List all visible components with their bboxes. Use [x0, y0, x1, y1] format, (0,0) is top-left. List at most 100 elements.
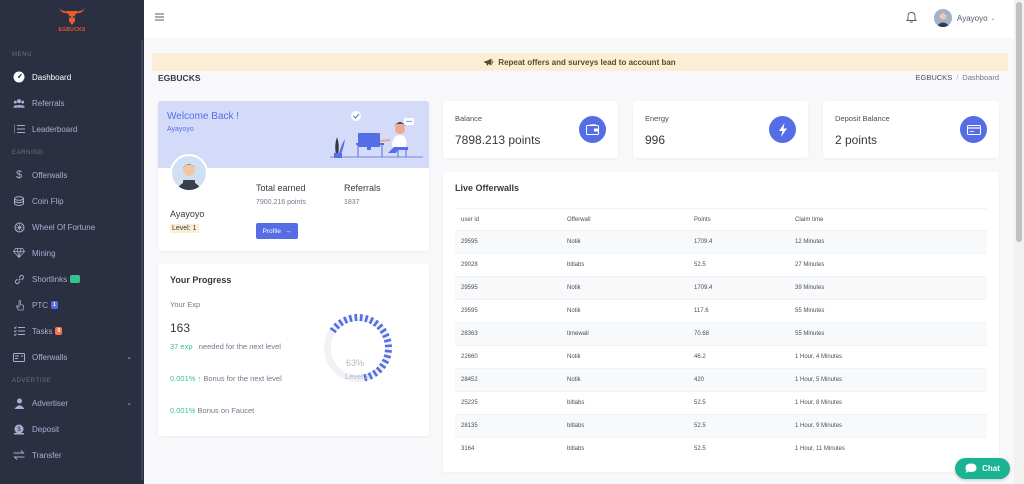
gauge-segment	[364, 314, 369, 323]
brand-logo[interactable]: EGBUCKS	[0, 0, 144, 38]
card-icon	[13, 351, 25, 363]
arrow-right-icon: →	[284, 227, 292, 235]
sidebar-item-dashboard[interactable]: Dashboard	[0, 64, 144, 90]
chat-label: Chat	[982, 464, 1000, 473]
users-icon	[13, 97, 25, 109]
offerwalls-table: user id Offerwall Points Claim time 2959…	[455, 208, 987, 460]
sidebar-item-offerwalls-dropdown[interactable]: Offerwalls ⌄	[0, 344, 144, 370]
cell-points: 117.6	[694, 308, 709, 314]
profile-button-label: Profile	[262, 227, 281, 235]
user-menu[interactable]: Ayayoyo ⌄	[934, 9, 996, 27]
page-scrollbar[interactable]	[1014, 0, 1024, 484]
bonus-faucet-label: Bonus on Faucet	[197, 406, 255, 415]
chevron-down-icon: ⌄	[990, 15, 996, 22]
cell-offerwall: Notik	[567, 377, 581, 383]
wallet-icon	[579, 116, 606, 143]
sidebar-item-transfer[interactable]: Transfer	[0, 442, 144, 468]
gauge-segment	[372, 369, 379, 377]
sidebar-item-label: Coin Flip	[32, 196, 64, 206]
table-row: 3164 bitlabs 52.5 1 Hour, 11 Minutes	[455, 437, 987, 460]
table-header-row: user id Offerwall Points Claim time	[455, 208, 987, 230]
sidebar-item-leaderboard[interactable]: Leaderboard	[0, 116, 144, 142]
sidebar-item-deposit[interactable]: $ Deposit	[0, 416, 144, 442]
column-header: user id	[461, 217, 480, 223]
gauge-segment	[379, 327, 387, 334]
tasks-badge: 0	[55, 327, 63, 335]
gauge-segment	[363, 373, 368, 382]
breadcrumb-item-home[interactable]: EGBUCKS	[915, 73, 953, 82]
bell-icon[interactable]	[905, 11, 918, 25]
sidebar-item-tasks[interactable]: Tasks 0	[0, 318, 144, 344]
sidebar-item-wheel-of-fortune[interactable]: Wheel Of Fortune	[0, 214, 144, 240]
hamburger-menu-icon[interactable]	[155, 13, 164, 23]
sidebar-item-shortlinks[interactable]: Shortlinks 13	[0, 266, 144, 292]
energy-value: 996	[645, 133, 666, 147]
chevron-down-icon: ⌄	[126, 354, 132, 361]
sidebar-item-label: Mining	[32, 248, 56, 258]
deposit-icon: $	[13, 423, 25, 435]
gauge-segment	[384, 349, 392, 353]
exp-needed-value: 37 exp	[170, 342, 193, 351]
sidebar-item-advertiser[interactable]: Advertiser ⌄	[0, 390, 144, 416]
column-header: Points	[694, 217, 711, 223]
breadcrumb: EGBUCKS / Dashboard	[915, 73, 999, 82]
cell-user-id: 28135	[461, 423, 478, 429]
sidebar-item-coin-flip[interactable]: Coin Flip	[0, 188, 144, 214]
sidebar-item-label: PTC	[32, 300, 48, 310]
sidebar-item-mining[interactable]: Mining	[0, 240, 144, 266]
balance-card: Balance 7898.213 points	[443, 101, 618, 158]
sidebar-item-offerwalls[interactable]: $ Offerwalls	[0, 162, 144, 188]
energy-card: Energy 996	[633, 101, 808, 158]
sidebar-item-ptc[interactable]: PTC 1	[0, 292, 144, 318]
cell-offerwall: timewall	[567, 331, 589, 337]
cell-claim-time: 1 Hour, 9 Minutes	[795, 423, 843, 429]
welcome-banner: Welcome Back ! Ayayoyo	[158, 101, 429, 168]
bonus-faucet-value: 0.001%	[170, 406, 196, 415]
table-row: 29595 Notik 1709.4 12 Minutes	[455, 230, 987, 253]
cell-claim-time: 1 Hour, 11 Minutes	[795, 446, 845, 452]
user-name: Ayayoyo	[170, 209, 205, 219]
pointer-icon	[13, 299, 25, 311]
gauge-segment	[375, 366, 383, 374]
profile-button[interactable]: Profile →	[256, 223, 298, 239]
gauge-segment	[337, 319, 344, 327]
avatar	[934, 9, 952, 27]
exp-label: Your Exp	[170, 300, 201, 309]
sidebar-scrollbar[interactable]	[141, 40, 143, 480]
welcome-title: Welcome Back !	[167, 111, 240, 122]
cell-claim-time: 1 Hour, 4 Minutes	[795, 354, 843, 360]
balance-value: 7898.213 points	[455, 133, 541, 147]
ptc-badge: 1	[51, 301, 58, 309]
dashboard-icon	[13, 71, 25, 83]
tasks-icon	[13, 325, 25, 337]
cell-claim-time: 27 Minutes	[795, 262, 825, 268]
user-icon	[13, 397, 25, 409]
cell-claim-time: 39 Minutes	[795, 285, 825, 291]
table-row: 22660 Notik 46.2 1 Hour, 4 Minutes	[455, 345, 987, 368]
welcome-subtitle: Ayayoyo	[167, 126, 194, 133]
cell-points: 420	[694, 377, 705, 383]
live-offerwalls-card: Live Offerwalls user id Offerwall Points…	[443, 172, 999, 472]
offerwalls-title: Live Offerwalls	[455, 183, 520, 193]
cell-offerwall: bitlabs	[567, 423, 585, 429]
bull-logo-icon	[59, 7, 85, 25]
sidebar-item-referrals[interactable]: Referrals	[0, 90, 144, 116]
energy-label: Energy	[645, 114, 669, 123]
page-title: EGBUCKS	[158, 73, 201, 83]
page-scrollbar-thumb[interactable]	[1016, 2, 1022, 242]
chat-button[interactable]: Chat	[955, 458, 1010, 479]
table-row: 28363 timewall 70.68 55 Minutes	[455, 322, 987, 345]
exp-value: 163	[170, 321, 191, 335]
cell-points: 52.5	[694, 423, 706, 429]
breadcrumb-item-current: Dashboard	[962, 73, 999, 82]
exp-needed-label: needed for the next level	[198, 342, 281, 351]
megaphone-icon	[484, 58, 494, 66]
sidebar-item-label: Advertiser	[32, 398, 69, 408]
cell-claim-time: 55 Minutes	[795, 308, 825, 314]
total-earned-value: 7900.216 points	[256, 199, 306, 206]
list-icon	[13, 123, 25, 135]
deposit-balance-card: Deposit Balance 2 points	[823, 101, 999, 158]
arrow-up-icon: ↑	[197, 374, 202, 383]
gauge-segment	[376, 323, 384, 331]
progress-title: Your Progress	[170, 275, 232, 285]
